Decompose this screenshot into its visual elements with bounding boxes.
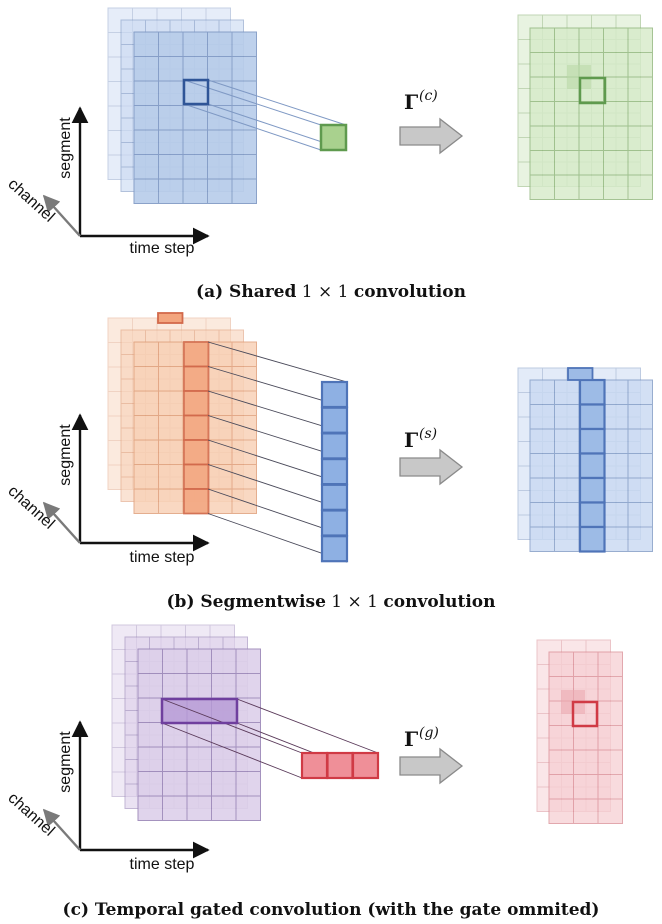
caption-a: (a) Shared 1 × 1 convolution [196,282,466,302]
kernel-cell [300,751,329,780]
input-tensor-b [107,312,257,515]
highlight-cell [183,439,210,466]
kernel-cell [320,432,349,460]
output-highlight-cell [578,476,606,504]
operator-b: Γ (s) [399,426,464,486]
output-highlight-cell [578,501,606,529]
highlight-cell-top [157,312,184,324]
highlight-cell [183,488,210,515]
highlight-cell [183,390,210,417]
projection-line [207,341,348,383]
layer-background [137,648,261,821]
segment-axis-label: segment [57,117,74,179]
highlight-cell [183,463,210,490]
output-highlight-cell-a [578,76,607,105]
kernel-cell [320,483,349,511]
input-highlight-row-c [160,697,239,725]
operator-symbol: Γ [404,428,418,452]
output-highlight-cell [578,452,606,480]
caption-b: (b) Segmentwise 1 × 1 convolution [167,592,496,612]
transform-arrow-icon [399,448,464,486]
kernel-column-b [320,380,349,563]
kernel-cell [320,458,349,486]
panel-a: segment channel time step Γ (c) (a) Shar… [4,7,653,302]
highlight-cell [183,414,210,441]
highlight-cell [162,699,187,723]
input-tensor-c [111,624,261,821]
output-layer [548,651,623,824]
highlight-cell [183,365,210,392]
output-highlight-cell [578,525,606,553]
projection-line [161,722,303,779]
operator-symbol: Γ [404,90,418,114]
time-axis-label: time step [130,549,195,566]
output-tensor-b [517,367,653,553]
projection-line [236,698,379,754]
kernel-cell [320,380,349,409]
highlight-cell [212,699,237,723]
layer-background [529,27,653,200]
output-tensor-c [536,639,623,824]
transform-arrow-icon [399,117,464,155]
highlight-cell [183,341,210,368]
projection-line [207,79,347,126]
layer-background [133,31,257,204]
projection-line [161,698,303,754]
output-highlight-cell [578,427,606,455]
panel-c: segment channel time step Γ (g) (c) Temp… [4,624,623,920]
output-highlight-cell [578,378,606,406]
highlight-cell [187,699,212,723]
kernel-cell [320,509,349,537]
operator-a: Γ (c) [399,88,464,155]
caption-c: (c) Temporal gated convolution (with the… [63,900,600,920]
output-highlight-cell [578,403,606,431]
transform-arrow-icon [399,747,464,785]
time-axis-label: time step [130,240,195,257]
kernel-cell-a [319,123,348,152]
panel-b: segment channel time step Γ (s) (b) Segm… [4,312,653,612]
segment-axis-label: segment [57,424,74,486]
input-tensor-a [107,7,257,204]
segment-axis-label: segment [57,731,74,793]
operator-superscript: (g) [419,725,439,741]
layer-background [548,651,623,824]
operator-c: Γ (g) [399,725,464,785]
operator-symbol: Γ [404,727,418,751]
operator-superscript: (s) [419,426,437,442]
kernel-cell [320,535,349,563]
kernel-cell [320,406,349,434]
input-highlight-cell-a [182,78,210,106]
highlight-columns [157,312,210,515]
projection-line [183,103,322,151]
output-tensor-a [517,14,653,200]
channel-layer [137,648,261,821]
operator-superscript: (c) [419,88,438,104]
time-axis-label: time step [130,856,195,873]
kernel-cell [326,751,354,780]
highlight-row [162,699,237,723]
kernel-cell [351,751,380,780]
output-highlight-cell-c [571,700,599,728]
output-highlight-top [567,367,594,381]
channel-layer [133,31,257,204]
output-layer [529,27,653,200]
kernel-row-c [300,751,380,780]
